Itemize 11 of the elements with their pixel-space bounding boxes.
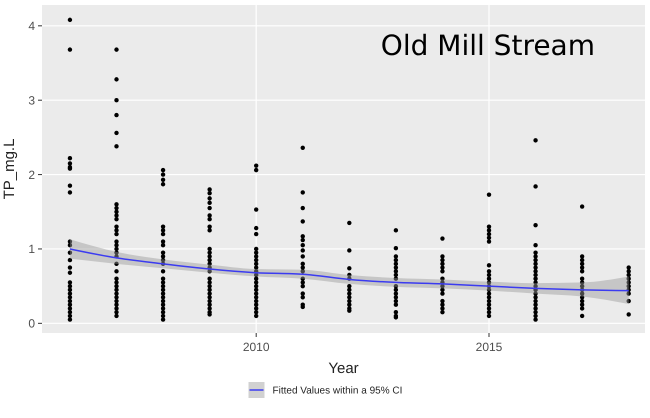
x-tick-label: 2015 [476, 340, 503, 354]
y-tick-label: 4 [28, 19, 36, 34]
x-tick-label: 2010 [242, 340, 270, 354]
y-tick-label: 2 [28, 168, 36, 182]
text: Old Mill Stream [380, 29, 595, 62]
y-tick-label: 0 [28, 316, 36, 331]
y-tick-label: 3 [28, 93, 36, 108]
y-tick-label: 1 [28, 242, 36, 256]
x-axis-title: Year [328, 360, 359, 377]
legend-label: Fitted Values within a 95% CI [272, 386, 402, 396]
y-axis-title: TP_mg.L [1, 138, 18, 200]
